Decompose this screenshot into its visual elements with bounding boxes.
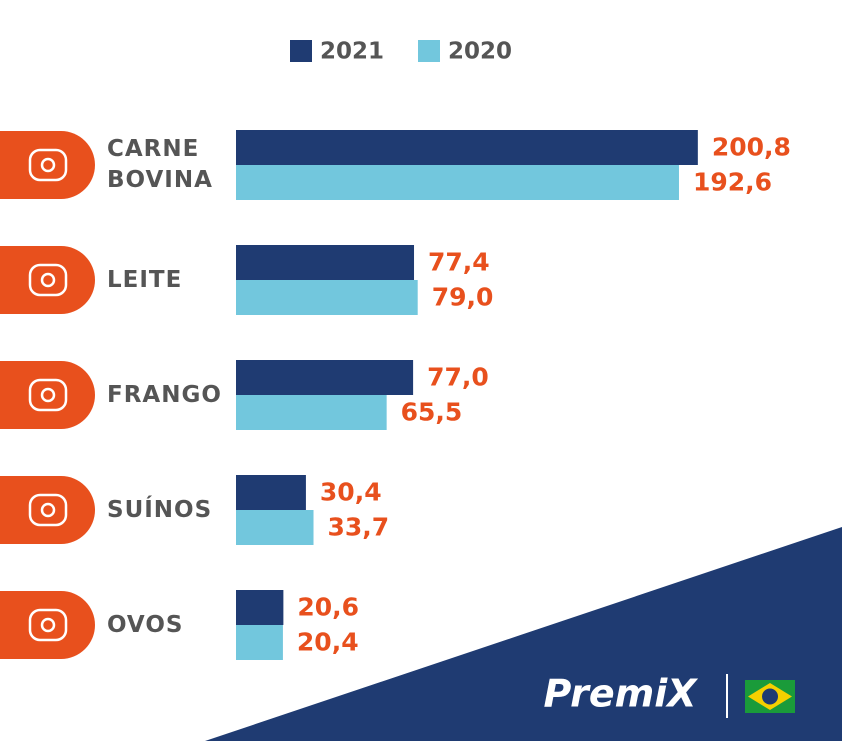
bar [236,165,679,200]
icon [40,157,56,173]
icon [28,378,68,412]
legend-label: 2020 [448,39,512,65]
bar [236,590,284,625]
category-label: LEITE [107,266,183,293]
category-label: FRANGO [107,381,222,408]
legend-swatch [290,40,312,62]
value-label: 30,4 [320,478,382,507]
icon [28,493,68,527]
category-label: SUÍNOS [107,496,213,523]
bar [236,395,387,430]
icon [28,148,68,182]
bar [236,280,418,315]
value-label: 200,8 [712,133,791,162]
background-triangle [205,527,842,741]
icon [40,387,56,403]
legend-swatch [418,40,440,62]
value-label: 79,0 [432,283,494,312]
value-label: 20,4 [297,628,359,657]
category-label: OVOS [107,611,184,638]
icon [40,617,56,633]
value-label: 33,7 [328,513,390,542]
icon-pill [0,591,95,659]
icon [40,502,56,518]
icon-pill [0,476,95,544]
bar [236,625,283,660]
bar [236,245,415,280]
icon [28,263,68,297]
value-label: 77,4 [428,248,490,277]
flag [745,680,795,713]
icon [28,608,68,642]
icon-pill [0,131,95,199]
bar [236,130,698,165]
value-label: 20,6 [297,593,359,622]
category-label: CARNE BOVINA [107,136,213,193]
legend-label: 2021 [320,39,384,65]
value-label: 65,5 [401,398,463,427]
bar [236,360,414,395]
bar [236,475,306,510]
icon-pill [0,246,95,314]
bar [236,510,314,545]
icon [40,272,56,288]
icon-pill [0,361,95,429]
logo: PremiX [543,672,698,716]
value-label: 192,6 [693,168,772,197]
value-label: 77,0 [427,363,489,392]
